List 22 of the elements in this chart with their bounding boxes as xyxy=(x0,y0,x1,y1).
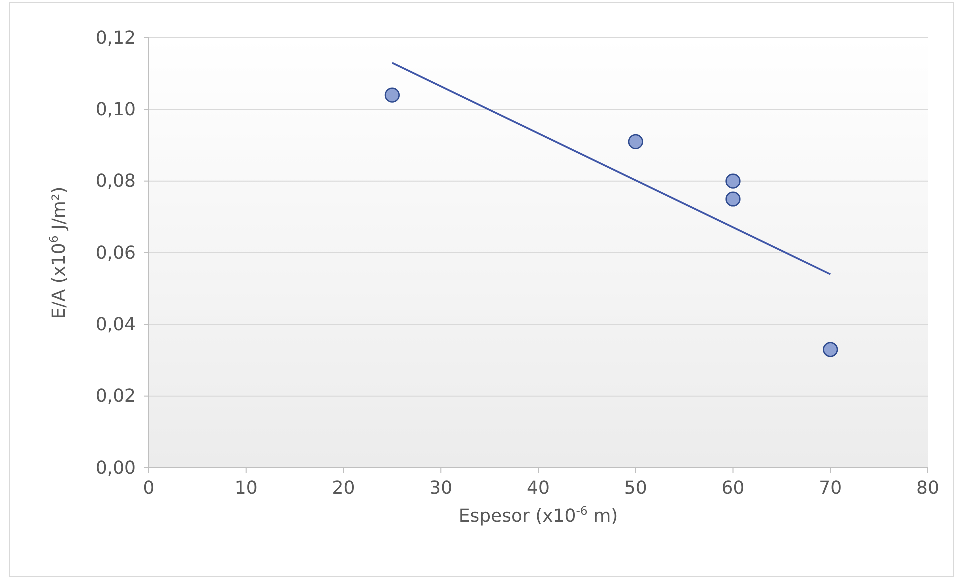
point xyxy=(823,342,838,358)
x-tick-label: 50 xyxy=(624,478,648,499)
point xyxy=(726,174,741,189)
x-tick-label: 60 xyxy=(722,478,745,499)
y-tick-label: 0,00 xyxy=(96,458,136,479)
point xyxy=(384,88,400,103)
y-tick-label: 0,06 xyxy=(96,242,136,264)
x-tick-label: 30 xyxy=(430,478,453,499)
y-tick-label: 0,08 xyxy=(96,171,136,192)
x-tick-label: 20 xyxy=(332,478,356,499)
x-tick-label: 0 xyxy=(143,478,155,499)
point xyxy=(726,192,741,207)
y-tick-label: 0,04 xyxy=(96,314,136,336)
x-tick-label: 70 xyxy=(819,478,842,499)
y-tick-label: 0,02 xyxy=(96,386,136,408)
y-tick-label: 0,10 xyxy=(96,99,136,120)
x-tick-label: 40 xyxy=(527,478,550,499)
x-axis-title: Espesor (x10$^{-6}$ m) xyxy=(458,504,618,527)
x-tick-label: 10 xyxy=(234,478,258,499)
x-tick-label: 80 xyxy=(916,478,940,499)
y-tick-label: 0,12 xyxy=(96,28,136,49)
point xyxy=(628,134,644,150)
